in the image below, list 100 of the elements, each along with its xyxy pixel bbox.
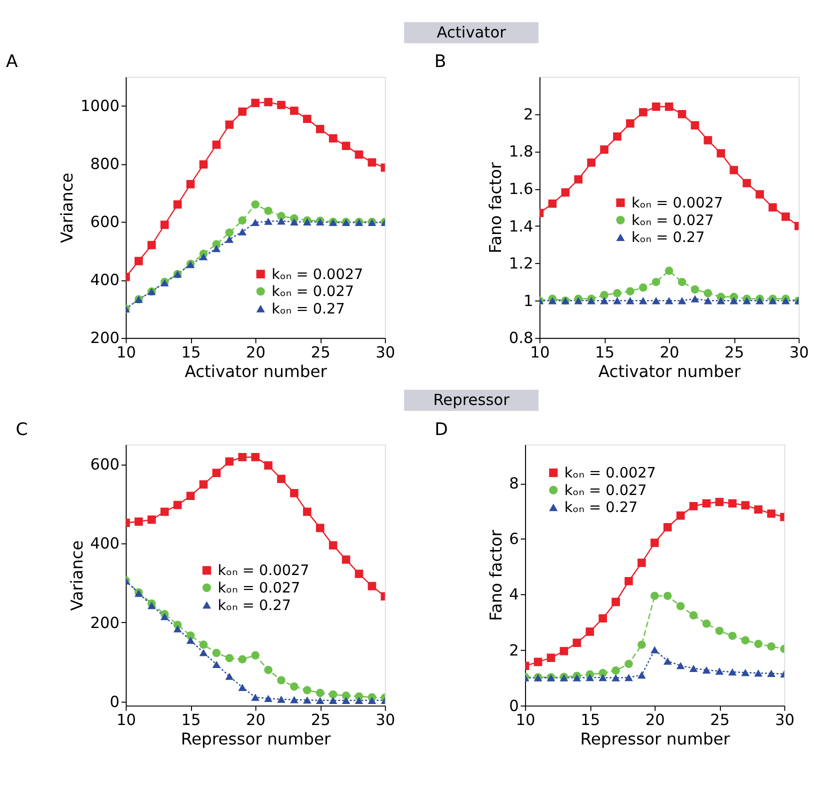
point (756, 190, 764, 198)
y-axis-title: Fano factor (486, 162, 506, 254)
point (624, 674, 633, 682)
point (238, 216, 247, 225)
point (664, 266, 674, 275)
point (598, 614, 607, 623)
point (148, 515, 156, 524)
y-tick-label: 8 (509, 474, 519, 493)
point (368, 696, 376, 704)
x-axis-title: Activator number (598, 362, 741, 381)
point (690, 285, 700, 294)
point (689, 502, 698, 510)
point (212, 140, 221, 149)
point (368, 158, 376, 167)
point (742, 297, 751, 304)
point (663, 658, 672, 665)
point (624, 576, 633, 586)
point (676, 602, 685, 610)
point (212, 660, 221, 668)
y-tick-label: 0 (110, 692, 120, 711)
point (638, 640, 646, 649)
point (534, 658, 542, 666)
point (290, 696, 298, 704)
point (730, 166, 738, 174)
point (342, 142, 350, 150)
x-tick-label: 30 (774, 711, 794, 730)
point (689, 664, 698, 672)
point (702, 619, 711, 628)
point (225, 654, 234, 662)
x-tick-label: 20 (645, 711, 665, 730)
point (251, 200, 260, 209)
point (613, 297, 622, 304)
x-axis-title: Repressor number (580, 729, 730, 748)
point (638, 671, 646, 679)
point (768, 297, 777, 304)
point (626, 119, 634, 128)
x-tick-label: 20 (660, 344, 680, 362)
point (652, 297, 660, 304)
point (676, 511, 685, 520)
point (264, 98, 272, 106)
point (212, 468, 221, 478)
x-axis-title: Repressor number (180, 729, 331, 748)
point (754, 505, 762, 514)
point (548, 199, 557, 208)
chart-title: B (434, 52, 446, 72)
point (225, 228, 234, 237)
point (186, 492, 195, 500)
y-tick-label: 1.6 (508, 180, 534, 198)
point (663, 523, 672, 532)
point (264, 666, 272, 674)
point (612, 674, 620, 682)
point (199, 648, 208, 656)
point (626, 287, 634, 296)
point (741, 501, 750, 510)
point (316, 524, 324, 532)
point (638, 283, 648, 292)
y-axis-title: Variance (68, 540, 87, 611)
point (754, 640, 762, 648)
legend-label: kₒₙ = 0.27 (632, 230, 705, 246)
point (173, 625, 182, 632)
point (689, 611, 698, 620)
point (782, 297, 790, 304)
point (572, 638, 582, 647)
point (277, 212, 286, 220)
point (328, 696, 338, 704)
point (638, 558, 646, 567)
point (704, 289, 712, 298)
point (173, 200, 182, 209)
y-tick-label: 1.4 (508, 217, 534, 236)
point (264, 694, 272, 702)
point (548, 297, 557, 304)
point (560, 646, 568, 656)
point (586, 628, 594, 636)
point (354, 570, 364, 578)
point (678, 297, 686, 304)
point (264, 461, 272, 470)
x-tick-label: 20 (246, 344, 266, 362)
point (238, 107, 247, 116)
point (652, 278, 660, 286)
point (767, 509, 776, 518)
point (290, 682, 298, 691)
point (546, 654, 556, 662)
point (741, 636, 750, 644)
x-tick-label: 30 (376, 344, 396, 362)
point (715, 498, 724, 506)
point (160, 220, 169, 229)
y-tick-label: 2 (523, 105, 534, 124)
legend-label: kₒₙ = 0.0027 (564, 466, 656, 482)
legend-label: kₒₙ = 0.027 (564, 482, 647, 499)
legend-label: kₒₙ = 0.027 (632, 212, 714, 229)
point (767, 642, 776, 651)
point (767, 670, 776, 677)
point (756, 297, 764, 304)
y-tick-label: 4 (509, 586, 519, 604)
legend-label: kₒₙ = 0.27 (218, 598, 292, 614)
point (572, 674, 582, 682)
point (702, 499, 711, 508)
x-tick-label: 25 (710, 711, 730, 730)
point (251, 452, 260, 462)
chart-title: D (434, 420, 448, 440)
